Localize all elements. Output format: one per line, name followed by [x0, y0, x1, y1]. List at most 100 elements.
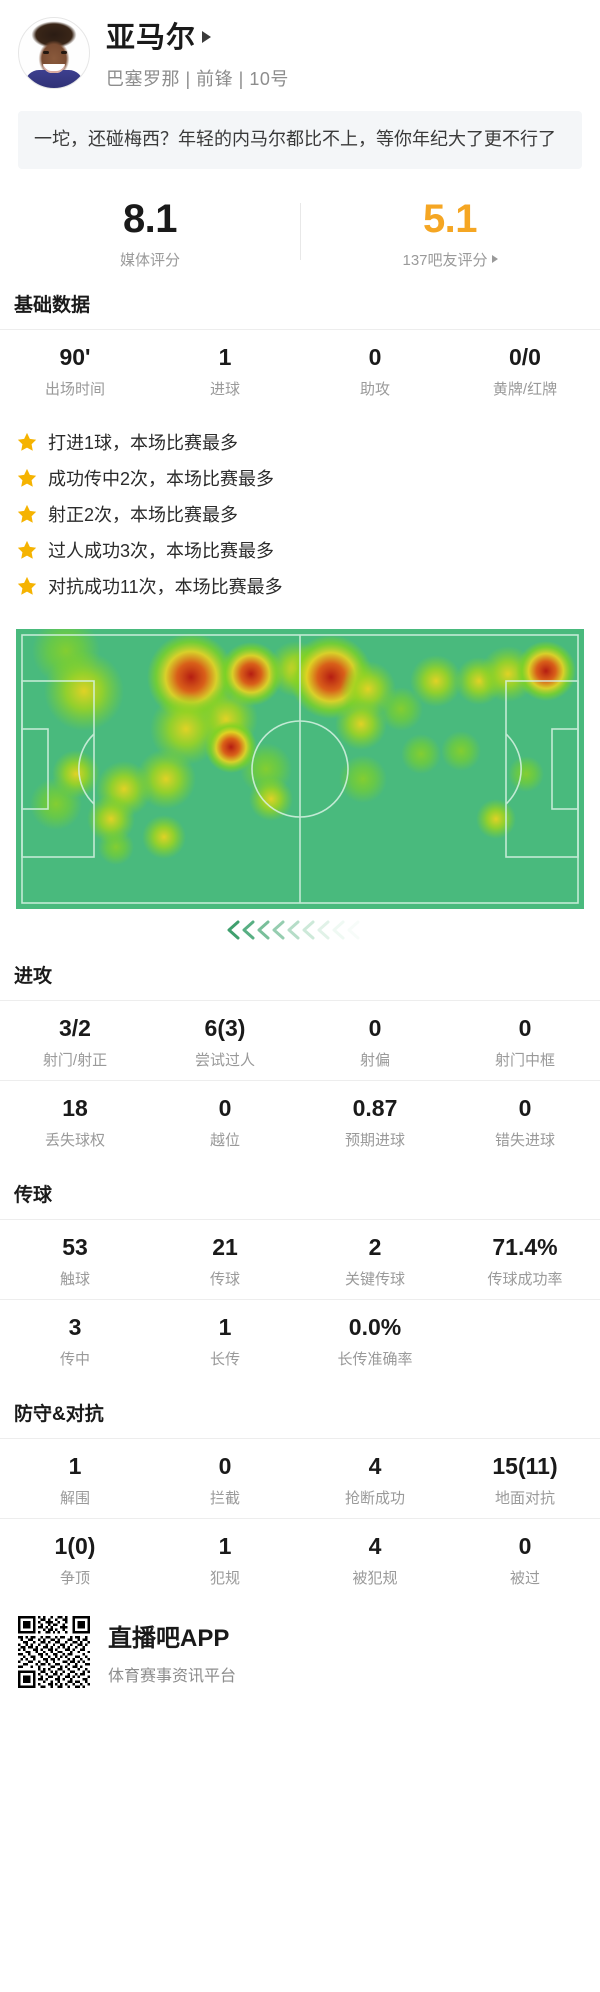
stat-value: 4 — [368, 1532, 382, 1559]
stat-label: 被犯规 — [352, 1569, 398, 1587]
stat-label: 传球 — [209, 1270, 240, 1288]
stat-label: 长传 — [209, 1350, 240, 1368]
stat-value: 4 — [368, 1452, 382, 1479]
section-title-attack: 进攻 — [14, 965, 53, 987]
stat-label: 被过 — [509, 1569, 540, 1587]
stat-value: 15(11) — [492, 1452, 558, 1479]
stat-value: 21 — [212, 1233, 238, 1260]
stat-value: 0 — [518, 1532, 532, 1559]
stat-cell: 4 抢断成功 — [300, 1439, 450, 1518]
stat-value: 0 — [218, 1452, 232, 1479]
stat-value: 71.4% — [492, 1233, 558, 1260]
stat-cell: 0 错失进球 — [450, 1081, 600, 1160]
stat-value: 0 — [368, 1014, 382, 1041]
avatar — [18, 16, 90, 89]
stat-cell: 1 进球 — [150, 330, 300, 409]
stat-value: 0/0 — [509, 343, 541, 370]
stat-cell: 15(11) 地面对抗 — [450, 1439, 600, 1518]
stat-cell: 4 被犯规 — [300, 1519, 450, 1598]
star-icon — [17, 540, 37, 559]
divider — [0, 1298, 600, 1300]
stat-cell: 0 助攻 — [300, 330, 450, 409]
rating-media-label-text: 媒体评分 — [119, 251, 180, 269]
stat-label: 地面对抗 — [494, 1489, 555, 1507]
stat-cell: 0 越位 — [150, 1081, 300, 1160]
stat-value: 3/2 — [59, 1014, 91, 1041]
stat-value: 1 — [218, 1313, 232, 1340]
defense-stats-grid: 1 解围 0 拦截 4 抢断成功 15(11) 地面对抗 1(0) 争顶 1 犯… — [0, 1439, 600, 1598]
stat-value: 1 — [68, 1452, 82, 1479]
stat-value: 0 — [218, 1094, 232, 1121]
stat-cell: 53 触球 — [0, 1220, 150, 1299]
stat-label: 出场时间 — [44, 380, 105, 398]
avatar-smile — [43, 63, 65, 73]
stat-cell: 90' 出场时间 — [0, 330, 150, 409]
attack-stats-grid: 3/2 射门/射正 6(3) 尝试过人 0 射偏 0 射门中框 18 丢失球权 … — [0, 1001, 600, 1160]
stat-value: 53 — [62, 1233, 88, 1260]
player-name-row[interactable]: 亚马尔 — [106, 14, 289, 56]
divider — [0, 1218, 600, 1220]
chevron-right-small-icon[interactable] — [491, 255, 498, 264]
basic-stats-grid: 90' 出场时间 1 进球 0 助攻 0/0 黄牌/红牌 — [0, 330, 600, 409]
stat-cell: 0 射门中框 — [450, 1001, 600, 1080]
player-name: 亚马尔 — [106, 22, 197, 54]
star-icon — [17, 468, 37, 487]
divider — [0, 1437, 600, 1439]
rating-fans[interactable]: 5.1 137吧友评分 — [300, 197, 600, 270]
stat-label: 错失进球 — [494, 1131, 555, 1149]
stat-cell: 71.4% 传球成功率 — [450, 1220, 600, 1299]
stat-value: 18 — [62, 1094, 88, 1121]
stat-label: 越位 — [209, 1131, 240, 1149]
section-title-basic: 基础数据 — [14, 294, 91, 316]
stat-label: 长传准确率 — [337, 1350, 413, 1368]
stat-cell: 6(3) 尝试过人 — [150, 1001, 300, 1080]
rating-media-label: 媒体评分 — [0, 249, 300, 270]
stat-value: 0.0% — [348, 1313, 402, 1340]
list-item: 射正2次，本场比赛最多 — [16, 501, 600, 527]
stat-value: 6(3) — [204, 1014, 246, 1041]
stat-value: 0 — [518, 1094, 532, 1121]
stat-label: 射偏 — [359, 1051, 390, 1069]
qr-code-icon[interactable] — [18, 1615, 90, 1688]
divider — [0, 328, 600, 330]
divider — [0, 1517, 600, 1519]
rating-fans-label: 137吧友评分 — [300, 249, 600, 270]
chevron-right-icon[interactable] — [202, 31, 212, 43]
heatmap-blobs — [30, 628, 576, 865]
player-meta: 巴塞罗那 | 前锋 | 10号 — [106, 69, 289, 89]
stat-cell: 0 被过 — [450, 1519, 600, 1598]
stat-label: 助攻 — [359, 380, 390, 398]
stat-label: 传中 — [59, 1350, 90, 1368]
stat-label: 犯规 — [209, 1569, 240, 1587]
stat-cell-empty — [450, 1300, 600, 1379]
stat-cell: 0/0 黄牌/红牌 — [450, 330, 600, 409]
star-icon — [17, 432, 37, 451]
stat-cell: 2 关键传球 — [300, 1220, 450, 1299]
stat-value: 1(0) — [54, 1532, 96, 1559]
stat-label: 抢断成功 — [344, 1489, 405, 1507]
stat-value: 0.87 — [352, 1094, 398, 1121]
highlight-text: 成功传中2次，本场比赛最多 — [48, 468, 275, 489]
pitch-heatmap — [16, 628, 584, 909]
left-arrows-icon — [227, 920, 360, 940]
stat-cell: 0 拦截 — [150, 1439, 300, 1518]
rating-media[interactable]: 8.1 媒体评分 — [0, 197, 300, 270]
stat-label: 进球 — [209, 380, 240, 398]
pitch-markings — [21, 633, 579, 904]
stat-label: 丢失球权 — [44, 1131, 105, 1149]
stat-label: 射门中框 — [494, 1051, 555, 1069]
list-item: 对抗成功11次，本场比赛最多 — [16, 573, 600, 599]
section-title-passing: 传球 — [14, 1184, 53, 1206]
app-footer: 直播吧APP 体育赛事资讯平台 — [0, 1598, 600, 1704]
heatmap-section — [16, 628, 584, 941]
stat-label: 尝试过人 — [194, 1051, 255, 1069]
stat-cell: 0 射偏 — [300, 1001, 450, 1080]
rating-fans-value: 5.1 — [422, 196, 478, 241]
stat-value: 0 — [518, 1014, 532, 1041]
stat-cell: 21 传球 — [150, 1220, 300, 1299]
stat-value: 0 — [368, 343, 382, 370]
stat-value: 90' — [59, 343, 91, 370]
player-header: 亚马尔 巴塞罗那 | 前锋 | 10号 — [0, 0, 600, 101]
stat-label: 射门/射正 — [42, 1051, 108, 1069]
player-info: 亚马尔 巴塞罗那 | 前锋 | 10号 — [106, 14, 289, 91]
